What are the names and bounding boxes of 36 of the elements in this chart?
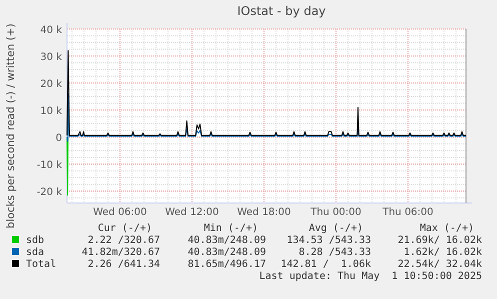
- x-tick-label: Thu 06:00: [382, 207, 434, 218]
- y-tick-label: -20 k: [36, 187, 62, 198]
- y-tick-label: 0: [56, 133, 62, 144]
- chart-title: IOstat - by day: [237, 4, 326, 18]
- line-series: [66, 93, 466, 142]
- x-tick-label: Wed 18:00: [237, 207, 291, 218]
- text: 22.54k/ 32.04k: [398, 259, 482, 270]
- text: Cur (-/+): [98, 223, 152, 234]
- text: 1.62k/ 16.02k: [404, 247, 482, 258]
- legend-label: sda: [26, 247, 44, 258]
- text: Avg (-/+): [308, 223, 363, 234]
- text: 81.65m/496.17: [188, 259, 266, 270]
- text: 41.82m/320.67: [82, 247, 160, 258]
- text: 142.81 / 1.06k: [280, 259, 371, 270]
- text: 21.69k/ 16.02k: [398, 235, 482, 246]
- text: Max (-/+): [420, 223, 474, 234]
- y-axis-title: blocks per second read (-) / written (+): [5, 24, 17, 228]
- y-tick-label: 30 k: [40, 52, 62, 64]
- text: 134.53 /543.33: [286, 235, 371, 246]
- y-tick-label: 10 k: [40, 106, 62, 118]
- y-tick-label: 20 k: [40, 79, 62, 90]
- x-tick-label: Wed 12:00: [165, 207, 219, 218]
- text: 8.28 /543.33: [298, 247, 371, 258]
- text: Min (-/+): [204, 223, 258, 234]
- x-tick-label: Wed 06:00: [93, 207, 147, 218]
- y-tick-label: 40 k: [40, 25, 62, 36]
- y-tick-label: -10 k: [36, 160, 62, 172]
- text: 40.83m/248.09: [188, 247, 266, 258]
- text: Last update: Thu May 1 10:50:00 2025: [259, 271, 482, 282]
- legend-label: sdb: [26, 235, 44, 246]
- text: 2.22 /320.67: [88, 235, 160, 246]
- line-series: [66, 50, 466, 136]
- legend-label: Total: [26, 259, 56, 270]
- text: 2.26 /641.34: [88, 259, 160, 270]
- x-tick-label: Thu 00:00: [310, 207, 362, 218]
- text: 40.83m/248.09: [188, 235, 266, 246]
